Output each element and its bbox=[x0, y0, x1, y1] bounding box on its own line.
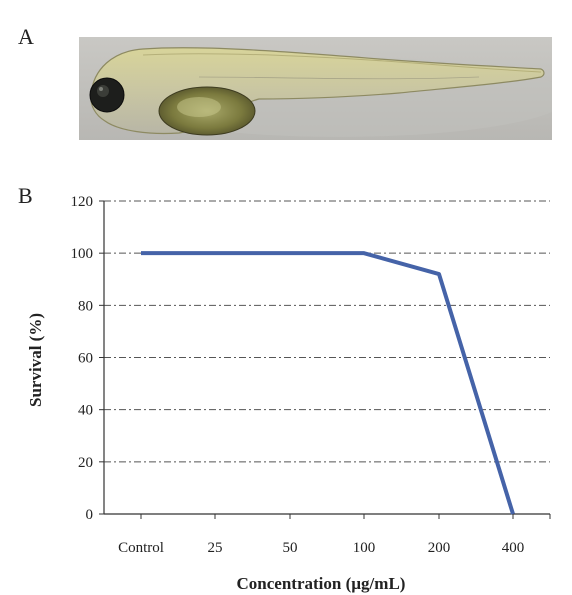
y-tick-label-100: 100 bbox=[71, 246, 94, 262]
y-tick-label-120: 120 bbox=[71, 194, 94, 210]
panel-label-b: B bbox=[18, 183, 33, 208]
x-tick-label-3: 100 bbox=[353, 540, 376, 556]
series-line-0 bbox=[141, 251, 515, 515]
y-tick-label-80: 80 bbox=[78, 298, 93, 314]
x-tick-label-5: 400 bbox=[502, 540, 525, 556]
y-axis-title: Survival (%) bbox=[26, 313, 45, 407]
x-tick-label-2: 50 bbox=[283, 540, 298, 556]
y-tick-label-0: 0 bbox=[86, 507, 94, 523]
x-axis-title: Concentration (µg/mL) bbox=[237, 574, 406, 593]
zebrafish-larva-photo bbox=[79, 37, 552, 140]
y-tick-label-40: 40 bbox=[78, 403, 93, 419]
y-tick-label-60: 60 bbox=[78, 351, 93, 367]
x-tick-label-4: 200 bbox=[428, 540, 451, 556]
panel-label-a: A bbox=[18, 24, 34, 49]
x-tick-label-1: 25 bbox=[208, 540, 223, 556]
y-tick-label-20: 20 bbox=[78, 455, 93, 471]
x-tick-label-0: Control bbox=[118, 540, 164, 556]
